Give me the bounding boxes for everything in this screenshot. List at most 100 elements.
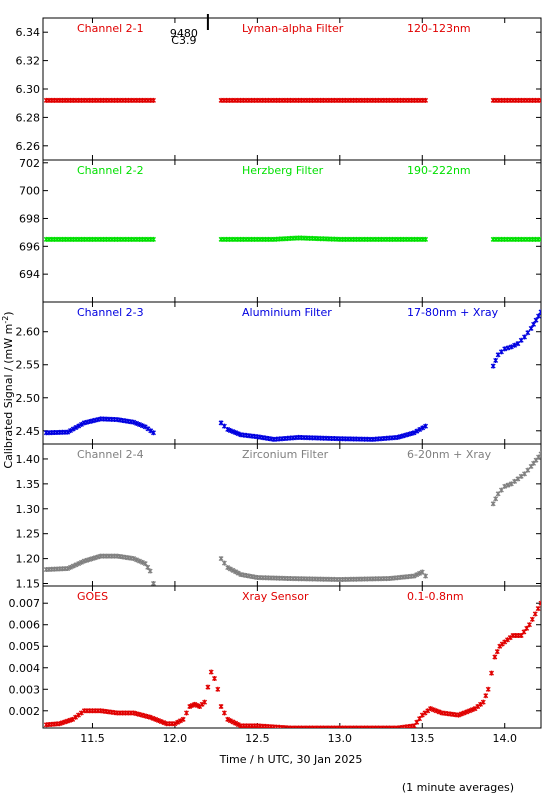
y-tick-label: 6.28: [16, 111, 41, 124]
data-point: [227, 718, 233, 724]
data-point: [218, 703, 224, 709]
channel-label: Channel 2-4: [77, 448, 144, 461]
data-point: [492, 654, 498, 660]
y-tick-label: 1.25: [16, 528, 41, 541]
data-point: [68, 564, 73, 570]
data-point: [531, 321, 537, 327]
data-point: [139, 423, 145, 429]
data-point: [423, 423, 429, 429]
data-point: [227, 566, 233, 572]
data-point: [411, 573, 417, 579]
data-point: [420, 425, 426, 431]
y-tick-label: 1.30: [16, 503, 41, 516]
y-axis-label-end: ): [2, 311, 15, 315]
data-point: [485, 686, 491, 692]
data-point: [480, 699, 486, 705]
data-point: [423, 97, 429, 103]
data-point: [233, 569, 239, 575]
data-point: [464, 709, 470, 715]
data-point: [414, 572, 420, 578]
data-point: [489, 670, 494, 676]
data-point: [76, 423, 82, 429]
data-point: [227, 428, 233, 434]
data-point: [411, 430, 417, 436]
panel-2: 694 696 698 700 702 Channel 2-2 Herzberg Filte…: [19, 157, 542, 303]
flare-annotation-bottom: C3.9: [171, 34, 196, 47]
data-point: [177, 718, 183, 724]
data-point: [522, 471, 527, 477]
y-tick-label: 0.007: [9, 597, 41, 610]
band-label: 190-222nm: [407, 164, 471, 177]
panel-frame: [42, 443, 542, 587]
band-label: 17-80nm + Xray: [407, 306, 499, 319]
x-tick-label: 13.0: [328, 732, 353, 745]
data-point: [134, 557, 140, 563]
data-point: [70, 426, 76, 432]
data-point: [175, 719, 181, 725]
data-point: [139, 559, 145, 565]
data-point: [65, 429, 71, 435]
data-point: [235, 431, 241, 437]
flare-annotation-top: 9480: [170, 27, 198, 40]
data-point: [528, 325, 534, 331]
channel-label: Channel 2-1: [77, 22, 144, 35]
y-tick-label: 702: [19, 157, 40, 170]
data-point: [536, 313, 541, 319]
data-point: [180, 716, 186, 722]
data-point: [150, 715, 156, 721]
y-tick-label: 1.15: [16, 578, 41, 591]
data-point: [538, 309, 541, 315]
series-4: [43, 451, 541, 586]
data-point: [495, 491, 501, 497]
data-point: [155, 717, 161, 723]
data-point: [221, 710, 227, 716]
data-point: [225, 426, 231, 432]
data-point: [225, 716, 231, 722]
y-tick-label: 2.50: [16, 392, 41, 405]
filter-label: Aluminium Filter: [242, 306, 332, 319]
flare-annotation: 9480 C3.9: [170, 14, 209, 47]
data-point: [483, 693, 489, 699]
y-tick-label: 696: [19, 240, 40, 253]
x-tick-label: 14.0: [492, 732, 517, 745]
data-point: [535, 606, 541, 612]
data-point: [134, 420, 140, 426]
data-point: [461, 710, 467, 716]
series-3: [43, 309, 541, 442]
data-point: [212, 676, 217, 682]
data-point: [158, 719, 164, 725]
data-point: [145, 564, 151, 570]
chart-panels: 6.26 6.28 6.30 6.32 6.34 Channel 2-1 Lyman-alp…: [9, 17, 542, 729]
data-point: [414, 428, 420, 434]
data-point: [70, 563, 76, 569]
y-axis-label-superscript: -2: [1, 316, 10, 324]
data-point: [68, 428, 73, 434]
data-point: [538, 97, 541, 103]
band-label: 120-123nm: [407, 22, 471, 35]
data-point: [153, 716, 159, 722]
data-point: [508, 344, 514, 350]
data-point: [417, 426, 423, 432]
y-tick-label: 0.002: [9, 705, 41, 718]
y-tick-label: 6.34: [16, 26, 41, 39]
data-point: [498, 487, 504, 493]
data-point: [512, 342, 518, 348]
x-tick-label: 13.5: [410, 732, 435, 745]
data-point: [151, 581, 156, 586]
data-point: [215, 686, 221, 692]
data-point: [73, 562, 79, 568]
panel-frame: [42, 17, 542, 161]
y-tick-label: 1.35: [16, 478, 41, 491]
data-point: [172, 721, 178, 727]
data-point: [142, 561, 148, 567]
data-point: [469, 707, 475, 713]
data-point: [490, 363, 496, 369]
data-point: [538, 236, 541, 242]
series-5: [43, 600, 541, 728]
filter-label: Xray Sensor: [242, 590, 309, 603]
y-tick-label: 2.45: [16, 425, 41, 438]
data-point: [65, 566, 71, 572]
data-point: [76, 561, 82, 567]
data-point: [525, 330, 531, 336]
y-tick-label: 6.26: [16, 140, 41, 153]
